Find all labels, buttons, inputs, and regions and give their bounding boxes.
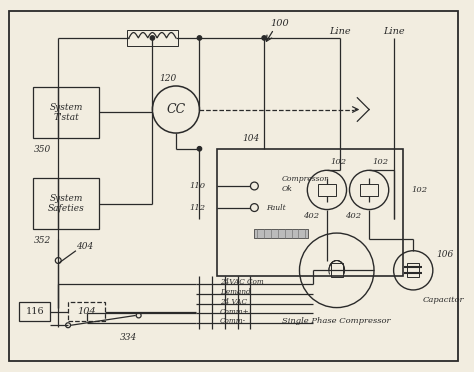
Circle shape [262, 36, 266, 40]
Bar [255, 229, 308, 238]
Bar [127, 30, 178, 46]
Text: System
Safeties: System Safeties [48, 194, 84, 214]
Text: 104: 104 [243, 134, 260, 144]
Bar [318, 184, 336, 196]
Bar [33, 87, 100, 138]
Text: 106: 106 [436, 250, 453, 259]
Circle shape [250, 203, 258, 212]
Text: 404: 404 [76, 242, 93, 251]
Text: Comm+: Comm+ [220, 308, 250, 315]
Text: System
T'stat: System T'stat [49, 103, 83, 122]
Text: 104: 104 [77, 307, 96, 316]
Circle shape [136, 313, 141, 318]
Circle shape [197, 147, 201, 151]
Text: 102: 102 [331, 158, 347, 166]
Text: Line: Line [329, 26, 350, 36]
Text: 102: 102 [411, 186, 428, 194]
Text: Fault: Fault [266, 203, 286, 212]
Text: 100: 100 [271, 19, 289, 28]
Bar [360, 184, 378, 196]
Text: 402: 402 [346, 212, 362, 220]
Text: 110: 110 [189, 182, 205, 190]
Text: Demand: Demand [220, 288, 251, 296]
Bar [217, 149, 403, 276]
Text: 116: 116 [26, 307, 44, 316]
Text: Comm-: Comm- [220, 317, 246, 326]
Text: Line: Line [383, 26, 404, 36]
Bar [407, 263, 419, 277]
Bar [331, 263, 343, 277]
Text: CC: CC [166, 103, 185, 116]
Text: 24VAC Com: 24VAC Com [220, 278, 264, 286]
Text: 350: 350 [34, 145, 51, 154]
Circle shape [250, 182, 258, 190]
Bar [33, 178, 100, 229]
Bar [68, 302, 105, 321]
Text: 352: 352 [34, 237, 51, 246]
Text: Compressor
Ok: Compressor Ok [282, 176, 328, 193]
Circle shape [197, 36, 201, 40]
Circle shape [65, 323, 71, 328]
Circle shape [55, 257, 61, 263]
Text: 112: 112 [189, 203, 205, 212]
Text: 24 VAC: 24 VAC [220, 298, 247, 306]
Text: Single Phase Compressor: Single Phase Compressor [283, 317, 391, 326]
Text: 334: 334 [120, 333, 137, 341]
Text: Capacitor: Capacitor [423, 296, 465, 304]
Text: 120: 120 [159, 74, 177, 83]
Bar [19, 302, 50, 321]
Circle shape [150, 36, 155, 40]
Text: 402: 402 [303, 212, 319, 220]
Text: 102: 102 [373, 158, 389, 166]
